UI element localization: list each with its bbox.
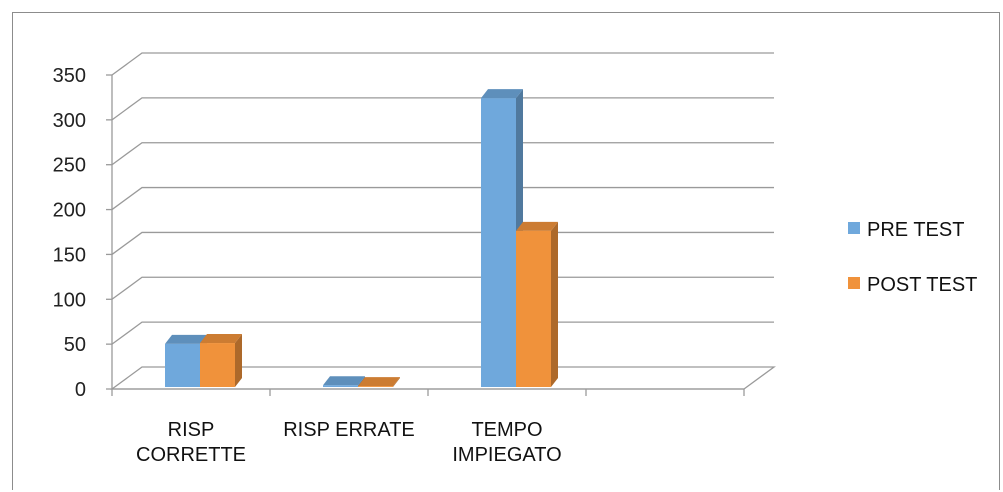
bar-front — [200, 343, 235, 387]
y-tick-label-350: 350 — [53, 65, 86, 87]
bar-front — [481, 98, 516, 388]
gridline-250 — [111, 142, 774, 166]
bar-top — [200, 334, 242, 344]
bar-front — [165, 343, 200, 387]
gridline-300 — [111, 97, 774, 121]
y-axis: 0 50 100 150 200 250 300 350 — [53, 65, 112, 401]
x-category-label-line: IMPIEGATO — [452, 444, 561, 466]
gridline-150 — [111, 231, 774, 255]
y-tick-label-200: 200 — [53, 200, 86, 222]
x-category-label-3: TEMPO IMPIEGATO — [452, 419, 561, 466]
bar-front — [516, 230, 551, 387]
legend-label: POST TEST — [867, 274, 977, 296]
bar-front — [358, 386, 393, 387]
gridlines — [111, 52, 774, 345]
bar-top — [516, 221, 558, 231]
y-tick-label-0: 0 — [75, 379, 86, 401]
y-tick-label-100: 100 — [53, 289, 86, 311]
gridline-50 — [111, 321, 774, 345]
bar-side — [235, 334, 242, 387]
y-tick-label-300: 300 — [53, 110, 86, 132]
bar-top — [358, 377, 400, 387]
legend-label: PRE TEST — [867, 219, 964, 241]
x-category-label-line: TEMPO — [471, 419, 542, 441]
bar-post-test-1 — [200, 334, 242, 387]
x-category-label-2: RISP ERRATE — [283, 419, 415, 441]
bar-front — [323, 385, 358, 387]
x-category-label-line: RISP — [168, 419, 215, 441]
x-category-label-line: CORRETTE — [136, 444, 246, 466]
y-tick-label-250: 250 — [53, 155, 86, 177]
legend-swatch — [848, 277, 860, 289]
gridline-100 — [111, 276, 774, 300]
chart-frame — [12, 12, 1000, 490]
x-category-label-line: RISP ERRATE — [283, 419, 415, 441]
legend-item-post-test: POST TEST — [848, 274, 977, 296]
legend-item-pre-test: PRE TEST — [848, 219, 964, 241]
y-tick-label-50: 50 — [64, 334, 86, 356]
bars — [165, 89, 558, 388]
bar-top — [323, 376, 365, 386]
legend-swatch — [848, 222, 860, 234]
y-tick-label-150: 150 — [53, 244, 86, 266]
gridline-350 — [111, 52, 774, 76]
bar-top — [165, 334, 207, 344]
bar-post-test-3 — [516, 221, 558, 387]
legend: PRE TEST POST TEST — [848, 219, 977, 296]
bar-side — [393, 377, 400, 387]
bar-side — [551, 221, 558, 387]
gridline-200 — [111, 186, 774, 211]
x-category-label-1: RISP CORRETTE — [136, 419, 246, 466]
bar-top — [481, 89, 523, 99]
x-axis: RISP CORRETTE RISP ERRATE TEMPO IMPIEGATO — [111, 388, 745, 466]
bar-post-test-2 — [358, 377, 400, 387]
